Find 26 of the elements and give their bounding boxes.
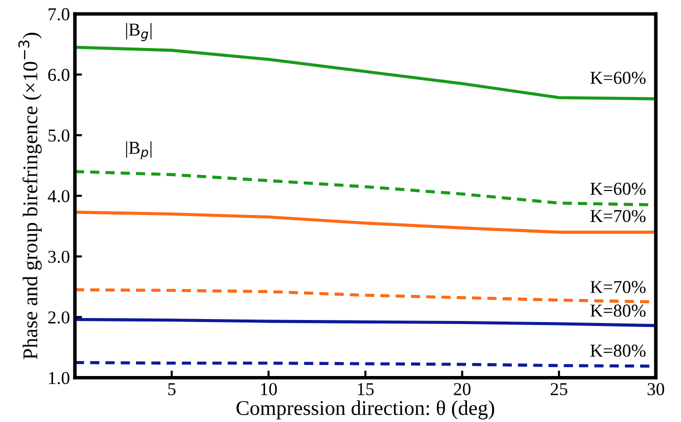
annotation: K=70% bbox=[590, 280, 646, 294]
x-tick-label: 10 bbox=[261, 383, 277, 396]
annotation: K=80% bbox=[590, 304, 646, 317]
x-axis-title: Compression direction: θ (deg) bbox=[236, 400, 494, 420]
annotation: K=60% bbox=[590, 72, 646, 84]
annotation: |B$_{g}$| bbox=[126, 22, 152, 42]
y-tick-label: 2.0 bbox=[48, 311, 70, 324]
x-tick-label: 20 bbox=[454, 383, 471, 396]
x-tick-label: 30 bbox=[648, 383, 664, 396]
line-series bbox=[74, 46, 656, 100]
x-tick-label: 25 bbox=[550, 383, 568, 396]
y-tick-label: 1.0 bbox=[49, 372, 70, 384]
y-axis-title: Phase and group birefringence (×10$^{−3}$) bbox=[18, 32, 42, 360]
line-series bbox=[74, 210, 656, 234]
y-tick-label: 3.0 bbox=[48, 250, 70, 263]
annotation: K=60% bbox=[590, 182, 646, 195]
x-tick-label: 15 bbox=[358, 383, 374, 396]
y-tick-label: 7.0 bbox=[48, 8, 70, 20]
annotation: |B$_{p}$| bbox=[126, 141, 152, 160]
line-series bbox=[74, 318, 656, 328]
y-tick-label: 6.0 bbox=[48, 68, 70, 82]
y-tick-label: 4.0 bbox=[48, 190, 70, 202]
annotation: K=80% bbox=[590, 344, 646, 357]
annotation: K=70% bbox=[590, 210, 646, 222]
x-tick-label: 5 bbox=[168, 383, 176, 396]
y-tick-label: 5.0 bbox=[48, 129, 70, 142]
